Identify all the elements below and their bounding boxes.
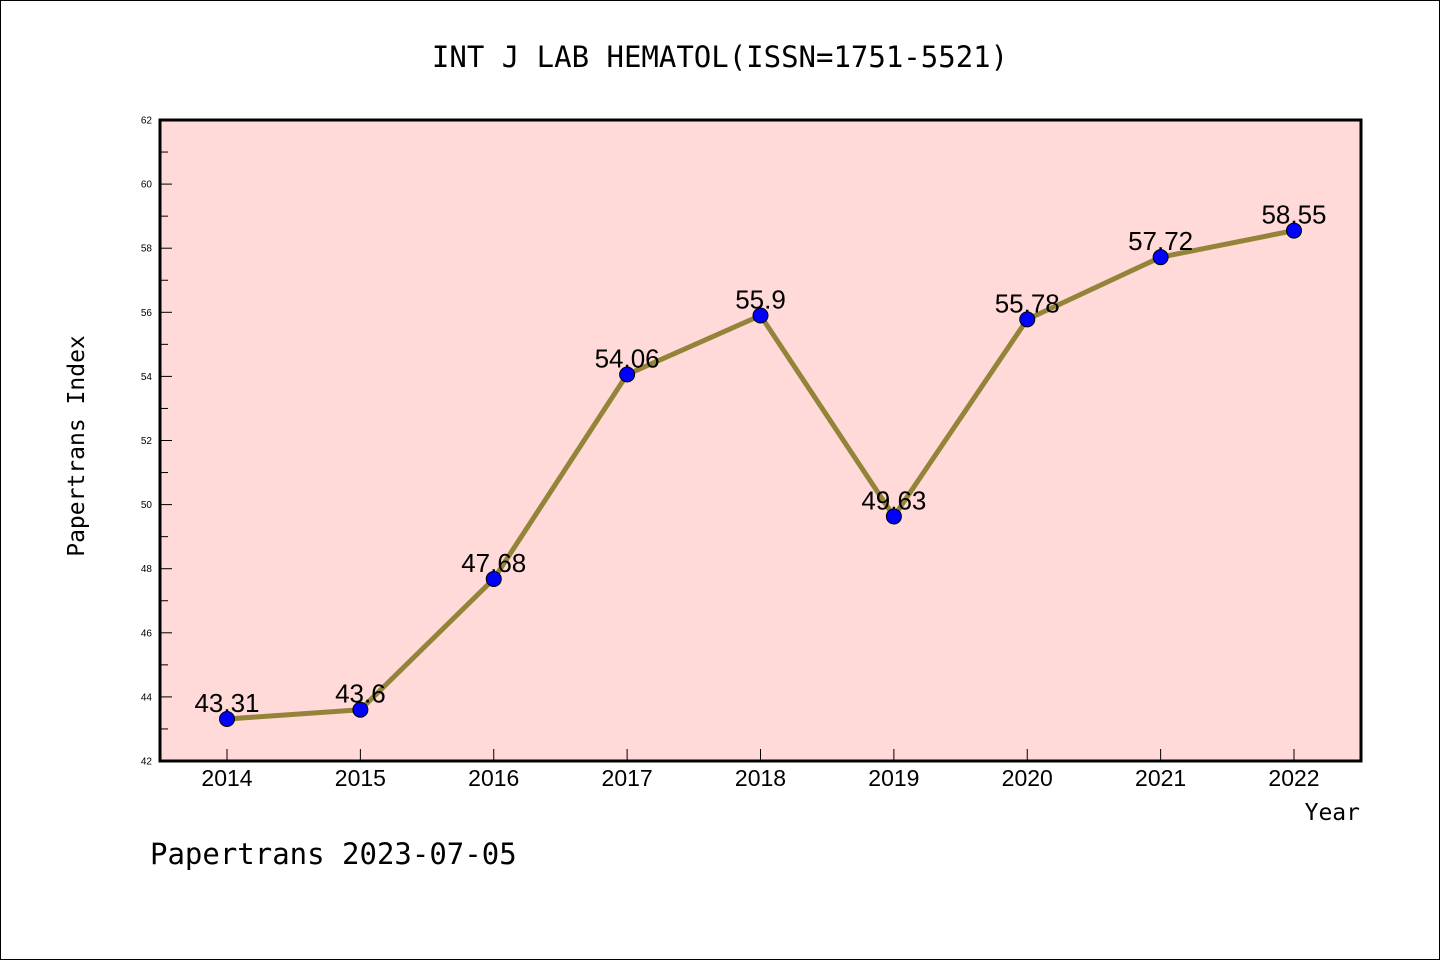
- x-tick-label: 2014: [201, 765, 252, 791]
- plot-area: [160, 120, 1361, 761]
- y-tick-label: 50: [141, 500, 153, 511]
- y-tick-label: 48: [141, 564, 153, 575]
- x-tick-label: 2015: [335, 765, 386, 791]
- data-point: [885, 508, 902, 525]
- x-tick-label: 2019: [868, 765, 919, 791]
- x-axis: 2014 2015 2016 2017 2018 2019 2020 2021 2022: [201, 749, 1320, 791]
- y-tick-label: 62: [141, 116, 153, 127]
- y-tick-label: 56: [141, 308, 153, 319]
- x-tick-label: 2017: [602, 765, 653, 791]
- y-tick-label: 58: [141, 244, 153, 255]
- y-tick-label: 54: [141, 372, 153, 383]
- data-point: [1152, 249, 1169, 266]
- y-tick-label: 44: [141, 692, 153, 703]
- x-tick-label: 2022: [1268, 765, 1319, 791]
- x-axis-label: Year: [1305, 800, 1360, 826]
- y-tick-label: 46: [141, 628, 153, 639]
- y-axis: 42 44 46 48 50 52 54 56 58 60 62: [141, 116, 172, 768]
- data-point: [752, 307, 769, 324]
- y-tick-label: 42: [141, 757, 153, 768]
- data-point: [1019, 311, 1036, 328]
- x-tick-label: 2018: [735, 765, 786, 791]
- x-tick-label: 2021: [1135, 765, 1186, 791]
- data-point: [219, 711, 235, 728]
- footer-text: Papertrans 2023-07-05: [150, 837, 517, 871]
- plot-frame: [158, 118, 1363, 763]
- y-tick-label: 52: [141, 436, 153, 447]
- x-tick-label: 2016: [468, 765, 519, 791]
- series-papertrans-index: 43.31 43.647.6854.0655.949.6355.7857.7258…: [194, 200, 1327, 728]
- y-axis-label: Papertrans Index: [64, 335, 90, 557]
- y-tick-label: 60: [141, 180, 153, 191]
- data-point: [619, 366, 636, 383]
- data-point: [352, 701, 369, 718]
- x-tick-label: 2020: [1002, 765, 1053, 791]
- data-point: [1286, 222, 1302, 239]
- chart-title: INT J LAB HEMATOL(ISSN=1751-5521): [432, 40, 1008, 74]
- data-point: [485, 570, 502, 587]
